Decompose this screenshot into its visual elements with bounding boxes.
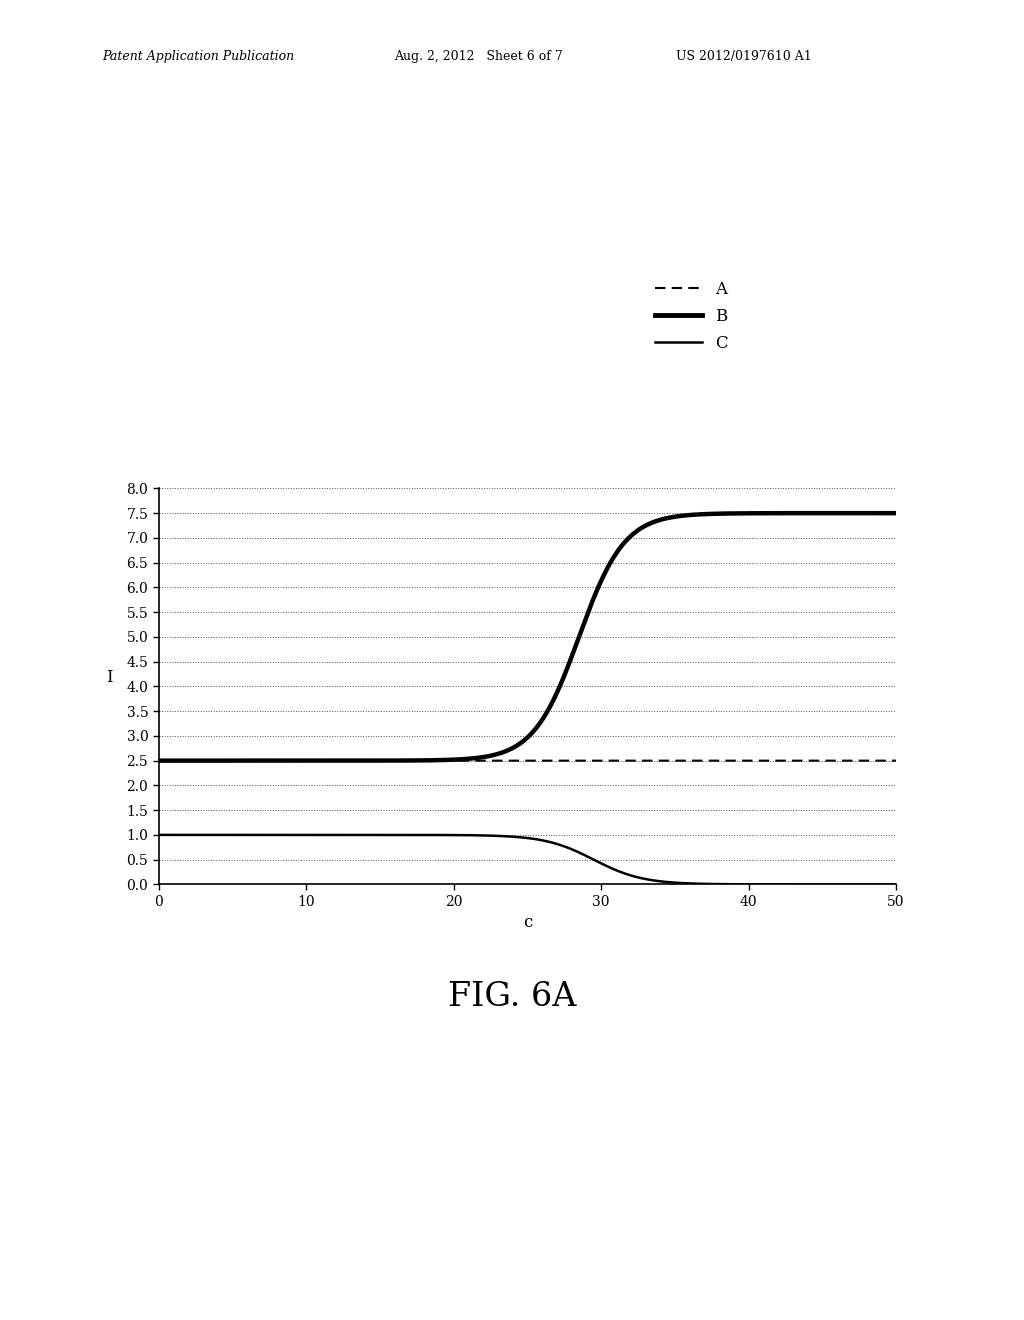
B xyxy=(153,752,165,768)
B xyxy=(868,506,881,521)
B xyxy=(733,506,745,521)
A xyxy=(511,752,523,768)
A xyxy=(868,752,881,768)
A xyxy=(733,752,745,768)
Text: Aug. 2, 2012   Sheet 6 of 7: Aug. 2, 2012 Sheet 6 of 7 xyxy=(394,50,563,63)
C xyxy=(190,828,203,843)
C xyxy=(868,876,881,892)
Line: C: C xyxy=(159,836,896,884)
C xyxy=(890,876,902,892)
A xyxy=(153,752,165,768)
Y-axis label: I: I xyxy=(106,669,113,686)
A xyxy=(890,752,902,768)
A xyxy=(868,752,881,768)
A xyxy=(190,752,203,768)
C xyxy=(511,829,523,845)
B xyxy=(868,506,881,521)
Legend: A, B, C: A, B, C xyxy=(648,275,734,359)
Text: US 2012/0197610 A1: US 2012/0197610 A1 xyxy=(676,50,812,63)
Line: B: B xyxy=(159,513,896,760)
Text: FIG. 6A: FIG. 6A xyxy=(447,981,577,1012)
C xyxy=(868,876,881,892)
B xyxy=(190,752,203,768)
Text: Patent Application Publication: Patent Application Publication xyxy=(102,50,295,63)
B xyxy=(492,746,504,762)
C xyxy=(733,876,745,892)
B xyxy=(511,738,523,754)
C xyxy=(153,828,165,843)
C xyxy=(492,828,504,843)
A xyxy=(492,752,504,768)
B xyxy=(890,506,902,521)
X-axis label: c: c xyxy=(522,915,532,932)
